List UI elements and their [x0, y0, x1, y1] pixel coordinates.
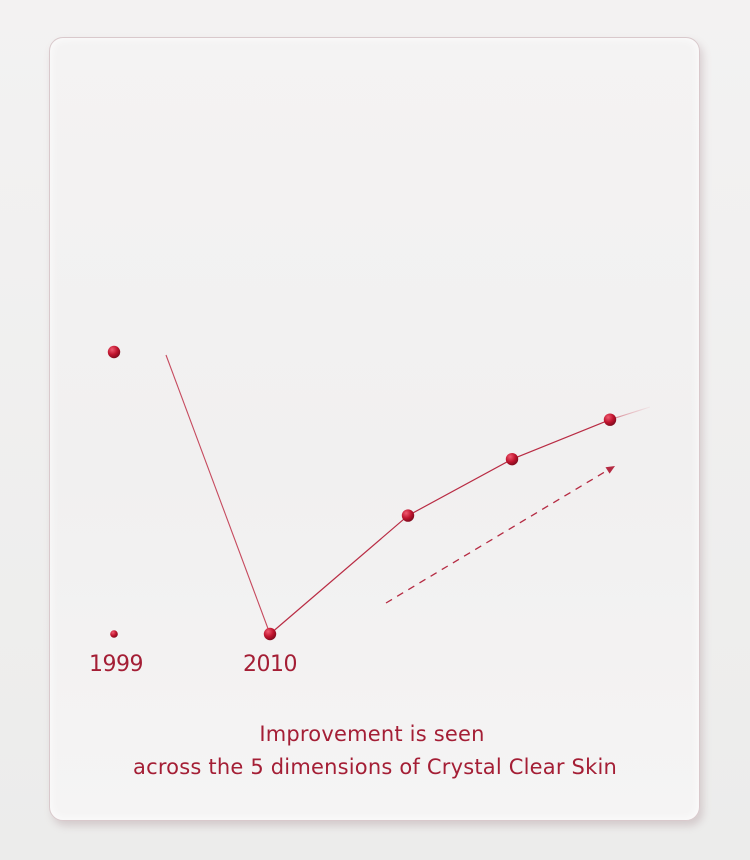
x-tick-label-1999: 1999 — [89, 652, 143, 677]
series-line-descent — [165, 354, 271, 635]
data-point-2 — [110, 630, 118, 638]
data-point-4 — [401, 509, 415, 522]
trend-arrow-head — [605, 466, 615, 474]
x-tick-label-2010: 2010 — [243, 652, 297, 677]
caption-line-2: across the 5 dimensions of Crystal Clear… — [133, 755, 617, 779]
series-line-rise — [269, 419, 611, 635]
data-point-1 — [107, 345, 121, 359]
data-point-6 — [603, 413, 617, 426]
data-point-5 — [505, 452, 519, 466]
caption-line-1: Improvement is seen — [259, 722, 485, 746]
chart-card — [49, 37, 700, 821]
data-point-3 — [263, 627, 277, 641]
trend-arrow-line — [385, 469, 609, 604]
series-line-trail — [609, 406, 651, 421]
